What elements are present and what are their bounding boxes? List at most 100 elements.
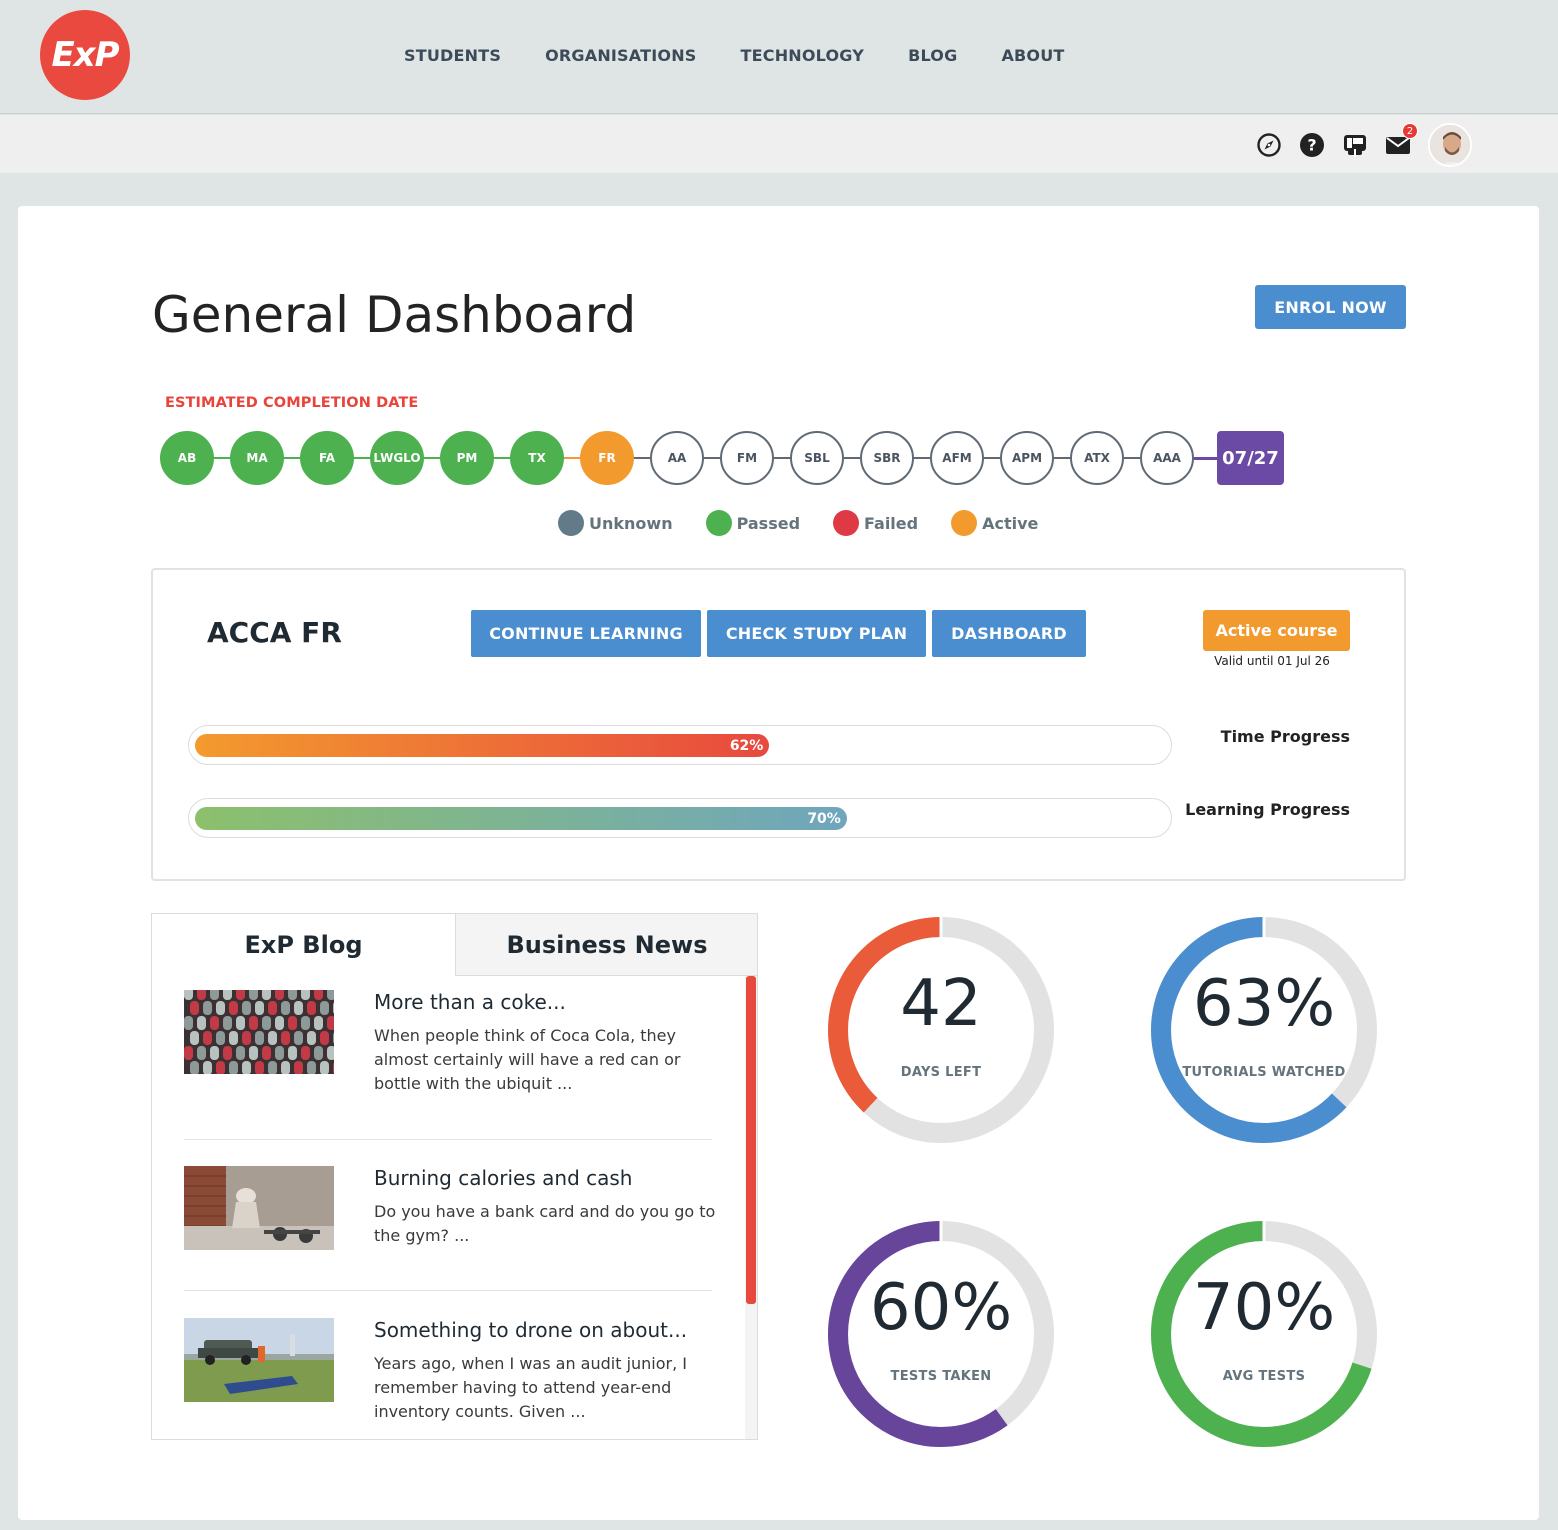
post-title: Something to drone on about...: [374, 1318, 688, 1342]
bottle-shape: [216, 1031, 225, 1045]
bottle-shape: [333, 1032, 334, 1044]
timeline-node-fm[interactable]: FM: [720, 431, 774, 485]
timeline-node-afm[interactable]: AFM: [930, 431, 984, 485]
enrol-now-button[interactable]: ENROL NOW: [1255, 285, 1406, 329]
nav-technology[interactable]: TECHNOLOGY: [740, 46, 865, 65]
status-legend: Unknown Passed Failed Active: [558, 510, 1071, 536]
bottle-shape: [333, 1062, 334, 1074]
bottle-shape: [242, 1061, 251, 1074]
avg-tests-label: AVG TESTS: [1222, 1369, 1306, 1384]
tab-exp-blog[interactable]: ExP Blog: [152, 914, 455, 976]
time-progress-fill: 62%: [195, 734, 770, 757]
bottle-shape: [203, 1001, 212, 1015]
nav-blog[interactable]: BLOG: [908, 46, 958, 65]
timeline-node-sbr[interactable]: SBR: [860, 431, 914, 485]
continue-learning-button[interactable]: CONTINUE LEARNING: [471, 610, 701, 657]
bottle-shape: [275, 1046, 284, 1060]
bottle-shape: [223, 990, 232, 1000]
gift-icon[interactable]: [1341, 131, 1369, 159]
bottle-shape: [307, 1031, 316, 1045]
timeline-node-aaa[interactable]: AAA: [1140, 431, 1194, 485]
timeline-node-ab[interactable]: AB: [160, 431, 214, 485]
legend-item-failed: Failed: [833, 510, 918, 536]
bottle-shape: [307, 1061, 316, 1074]
post-excerpt: Do you have a bank card and do you go to…: [374, 1202, 716, 1245]
timeline-node-fa[interactable]: FA: [300, 431, 354, 485]
nav-about[interactable]: ABOUT: [1001, 46, 1065, 65]
dashboard-button[interactable]: DASHBOARD: [932, 610, 1086, 657]
timeline-node-fr[interactable]: FR: [580, 431, 634, 485]
bottle-shape: [288, 1046, 297, 1060]
compass-icon[interactable]: [1255, 131, 1283, 159]
tests-taken-gauge: 60% TESTS TAKEN: [826, 1219, 1056, 1449]
timeline-node-apm[interactable]: APM: [1000, 431, 1054, 485]
avg-tests-value: 70%: [1192, 1271, 1336, 1345]
blog-scrollbar-thumb[interactable]: [746, 976, 756, 1304]
learning-progress-value: 70%: [807, 810, 841, 827]
legend-dot: [558, 510, 584, 536]
timeline-node-aa[interactable]: AA: [650, 431, 704, 485]
tutorials-watched-gauge: 63% TUTORIALS WATCHED: [1149, 915, 1379, 1145]
bottle-shape: [320, 1001, 329, 1015]
bottle-shape: [210, 1016, 219, 1030]
timeline-node-pm[interactable]: PM: [440, 431, 494, 485]
post-thumbnail: [184, 990, 334, 1074]
tutorials-watched-value: 63%: [1192, 967, 1336, 1041]
course-name: ACCA FR: [207, 616, 342, 649]
bottle-shape: [216, 1061, 225, 1074]
blog-post[interactable]: More than a coke... When people think of…: [184, 990, 712, 1120]
timeline-segment: [327, 457, 397, 459]
bottle-shape: [314, 1046, 323, 1060]
active-course-badge[interactable]: Active course: [1203, 610, 1350, 651]
bottle-shape: [203, 1031, 212, 1045]
timeline-node-sbl[interactable]: SBL: [790, 431, 844, 485]
bottle-shape: [268, 1031, 277, 1045]
learning-progress-fill: 70%: [195, 807, 847, 830]
days-left-value: 42: [900, 967, 982, 1041]
bottle-shape: [216, 1001, 225, 1015]
legend-dot: [833, 510, 860, 536]
check-study-plan-button[interactable]: CHECK STUDY PLAN: [707, 610, 926, 657]
user-toolbar: ? 2: [0, 115, 1558, 173]
bottle-shape: [210, 990, 219, 1000]
timeline-connector-end: [1194, 457, 1217, 460]
exp-logo[interactable]: ExP: [40, 10, 130, 100]
blog-post[interactable]: Something to drone on about... Years ago…: [184, 1318, 712, 1438]
bottle-shape: [223, 1016, 232, 1030]
bottle-shape: [281, 1061, 290, 1074]
course-timeline: AB MA FA LWGLO PM TX FR AA FM SBL SBR AFM APM ATX AAA 0…: [160, 431, 1290, 485]
bottle-shape: [327, 990, 334, 1000]
bottle-shape: [210, 1046, 219, 1060]
nav-students[interactable]: STUDENTS: [404, 46, 502, 65]
bottle-shape: [223, 1046, 232, 1060]
post-excerpt: When people think of Coca Cola, they alm…: [374, 1026, 681, 1093]
timeline-node-atx[interactable]: ATX: [1070, 431, 1124, 485]
timeline-node-lwglo[interactable]: LWGLO: [370, 431, 424, 485]
help-icon[interactable]: ?: [1298, 131, 1326, 159]
user-avatar[interactable]: [1428, 123, 1472, 167]
nav-organisations[interactable]: ORGANISATIONS: [545, 46, 697, 65]
blog-post[interactable]: Burning calories and cash Do you have a …: [184, 1166, 715, 1276]
tests-taken-value: 60%: [869, 1271, 1013, 1345]
days-left-gauge: 42 DAYS LEFT: [826, 915, 1056, 1145]
blog-panel: ExP Blog Business News More than a coke.…: [151, 913, 758, 1440]
bottle-shape: [255, 1061, 264, 1074]
bottle-shape: [320, 1061, 329, 1074]
avg-tests-gauge: 70% AVG TESTS: [1149, 1219, 1379, 1449]
post-title: More than a coke...: [374, 990, 566, 1014]
timeline-node-tx[interactable]: TX: [510, 431, 564, 485]
valid-until-text: Valid until 01 Jul 26: [1214, 654, 1330, 668]
bottle-shape: [281, 1001, 290, 1015]
bottle-shape: [197, 1046, 206, 1060]
post-thumbnail: [184, 1166, 334, 1250]
tests-taken-label: TESTS TAKEN: [890, 1369, 992, 1384]
bottle-shape: [242, 1001, 251, 1015]
bottle-shape: [288, 1016, 297, 1030]
completion-date-label: ESTIMATED COMPLETION DATE: [165, 395, 419, 411]
bottle-shape: [307, 1001, 316, 1015]
timeline-node-ma[interactable]: MA: [230, 431, 284, 485]
tab-business-news[interactable]: Business News: [455, 914, 757, 976]
mail-icon[interactable]: 2: [1384, 123, 1418, 159]
completion-date-badge: 07/27: [1217, 431, 1284, 485]
bottle-shape: [184, 990, 193, 1000]
